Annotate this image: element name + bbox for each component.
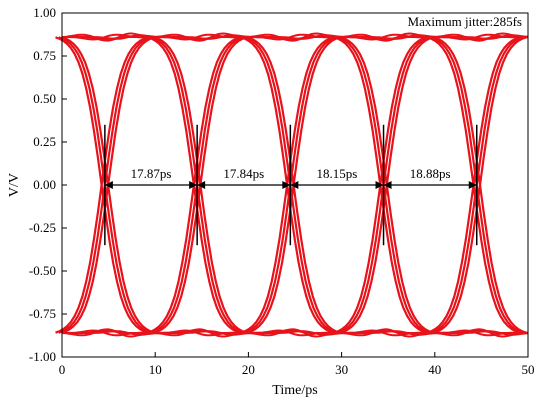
- y-tick-label: 0.75: [33, 48, 56, 63]
- y-tick-label: -0.75: [29, 306, 56, 321]
- y-tick-label: 1.00: [33, 5, 56, 20]
- y-tick-label: -0.50: [29, 263, 56, 278]
- arrow-head-left: [290, 181, 299, 189]
- x-tick-label: 40: [428, 362, 441, 377]
- falling-trace: [55, 36, 149, 334]
- y-axis-label: V/V: [7, 173, 22, 197]
- arrow-head-right: [375, 181, 384, 189]
- y-tick-label: -1.00: [29, 349, 56, 364]
- interval-label: 17.84ps: [223, 166, 264, 181]
- low-rail-trace: [62, 330, 529, 336]
- x-tick-label: 50: [522, 362, 535, 377]
- falling-trace: [433, 36, 527, 334]
- arrow-head-right: [468, 181, 477, 189]
- high-rail-trace: [62, 34, 529, 40]
- x-tick-label: 30: [335, 362, 348, 377]
- arrow-head-left: [104, 181, 113, 189]
- x-tick-label: 10: [149, 362, 162, 377]
- x-tick-label: 0: [59, 362, 66, 377]
- arrow-head-right: [282, 181, 291, 189]
- arrow-head-left: [383, 181, 392, 189]
- y-tick-label: -0.25: [29, 220, 56, 235]
- interval-label: 18.15ps: [317, 166, 358, 181]
- interval-label: 18.88ps: [410, 166, 451, 181]
- interval-label: 17.87ps: [131, 166, 172, 181]
- x-axis-label: Time/ps: [272, 383, 317, 398]
- axes: 0 10 20 30 40 50 -1.00 -0.75 -0.50 -0.25 0.00 0.25 0…: [29, 5, 535, 377]
- arrow-head-left: [197, 181, 206, 189]
- legend-text: Maximum jitter:285fs: [408, 14, 522, 29]
- y-tick-label: 0.25: [33, 134, 56, 149]
- annotations: 17.87ps 17.84ps 18.15ps 18.88ps: [104, 166, 477, 189]
- y-tick-label: 0.50: [33, 91, 56, 106]
- arrow-head-right: [189, 181, 198, 189]
- y-tick-label: 0.00: [33, 177, 56, 192]
- x-tick-label: 20: [242, 362, 255, 377]
